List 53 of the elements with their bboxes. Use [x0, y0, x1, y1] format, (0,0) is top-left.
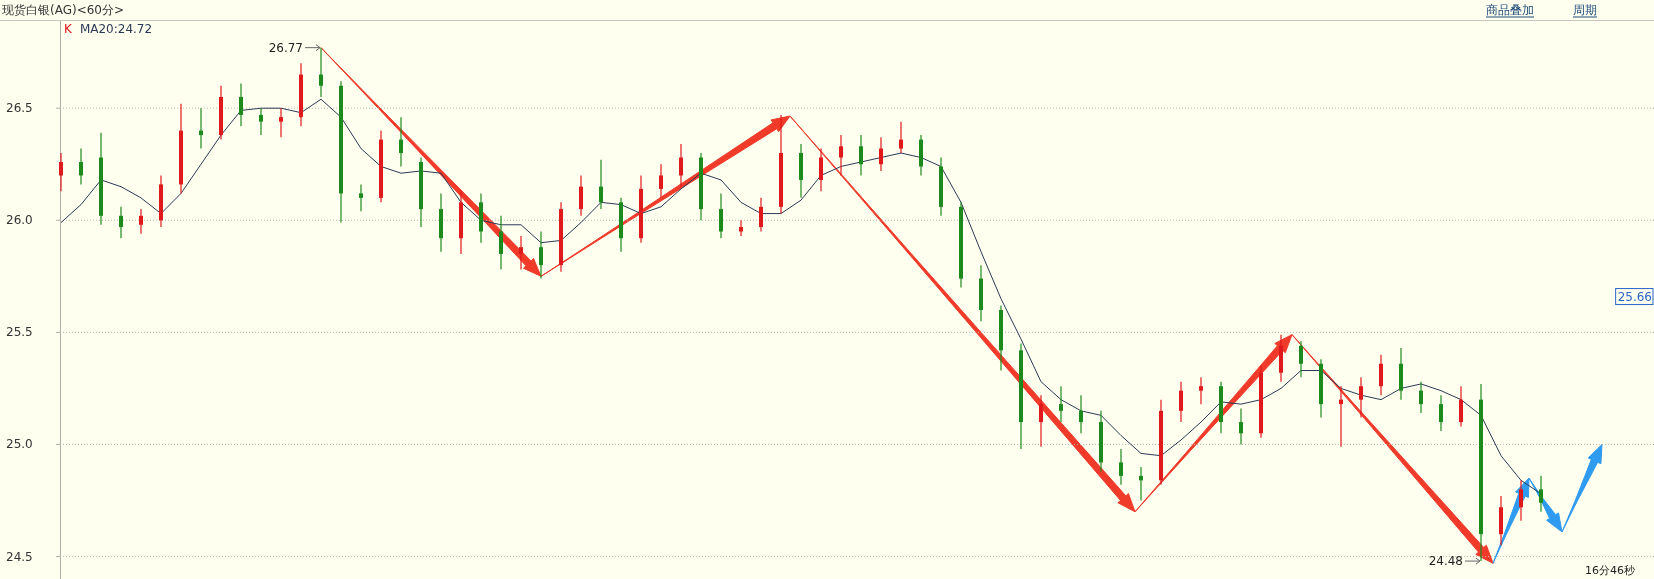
candlestick: [239, 82, 243, 127]
candlestick: [1059, 385, 1063, 423]
annotation: 26.77: [268, 40, 303, 55]
candlestick: [1359, 376, 1363, 419]
candlestick: [739, 219, 743, 237]
text: K: [64, 22, 73, 36]
y-tick-label: 25.0: [6, 437, 33, 452]
candlestick: [1239, 408, 1243, 446]
candlestick: [1519, 479, 1523, 522]
candlestick: [1419, 381, 1423, 414]
candlestick: [1039, 394, 1043, 448]
candlestick: [1199, 376, 1203, 405]
text: 商品叠加: [1486, 3, 1534, 17]
candlestick: [1179, 381, 1183, 423]
candlestick: [59, 152, 63, 192]
text: 周期: [1573, 3, 1597, 17]
candlestick: [279, 107, 283, 138]
candlestick: [599, 159, 603, 210]
y-tick-label: 26.5: [6, 101, 33, 116]
candlestick: [879, 136, 883, 172]
candlestick: [1539, 475, 1543, 513]
y-tick-label: 24.5: [6, 549, 33, 564]
candlestick: [139, 208, 143, 235]
candlestick: [79, 147, 83, 186]
candlestick: [719, 192, 723, 239]
chart-title: 现货白银(AG)<60分>: [2, 3, 125, 17]
candlestick: [119, 206, 123, 239]
y-tick-label: 26.0: [6, 213, 33, 228]
y-tick-label: 25.5: [6, 325, 33, 340]
candlestick: [259, 107, 263, 136]
text: 25.66: [1617, 289, 1652, 304]
candlestick: [839, 134, 843, 177]
candlestick: [1079, 394, 1083, 434]
candlestick: [499, 215, 503, 271]
text: 16分46秒: [1585, 564, 1635, 577]
annotation: 24.48: [1428, 554, 1463, 569]
candlestick: [539, 230, 543, 280]
candlestick: [759, 197, 763, 233]
candlestick: [1379, 354, 1383, 396]
candlestick: [679, 143, 683, 188]
text: MA20:24.72: [79, 22, 153, 36]
candlestick: [359, 183, 363, 212]
candlestick: [1119, 448, 1123, 486]
candlestick: [1459, 385, 1463, 428]
candlestick: [579, 174, 583, 217]
candlestick: [519, 235, 523, 271]
candlestick: [1299, 340, 1303, 378]
candlestick: [399, 116, 403, 168]
candlestick: [859, 134, 863, 177]
candlestick: [899, 121, 903, 154]
candlestick: [659, 163, 663, 199]
candlestick: [819, 147, 823, 192]
candlestick: [1439, 394, 1443, 432]
